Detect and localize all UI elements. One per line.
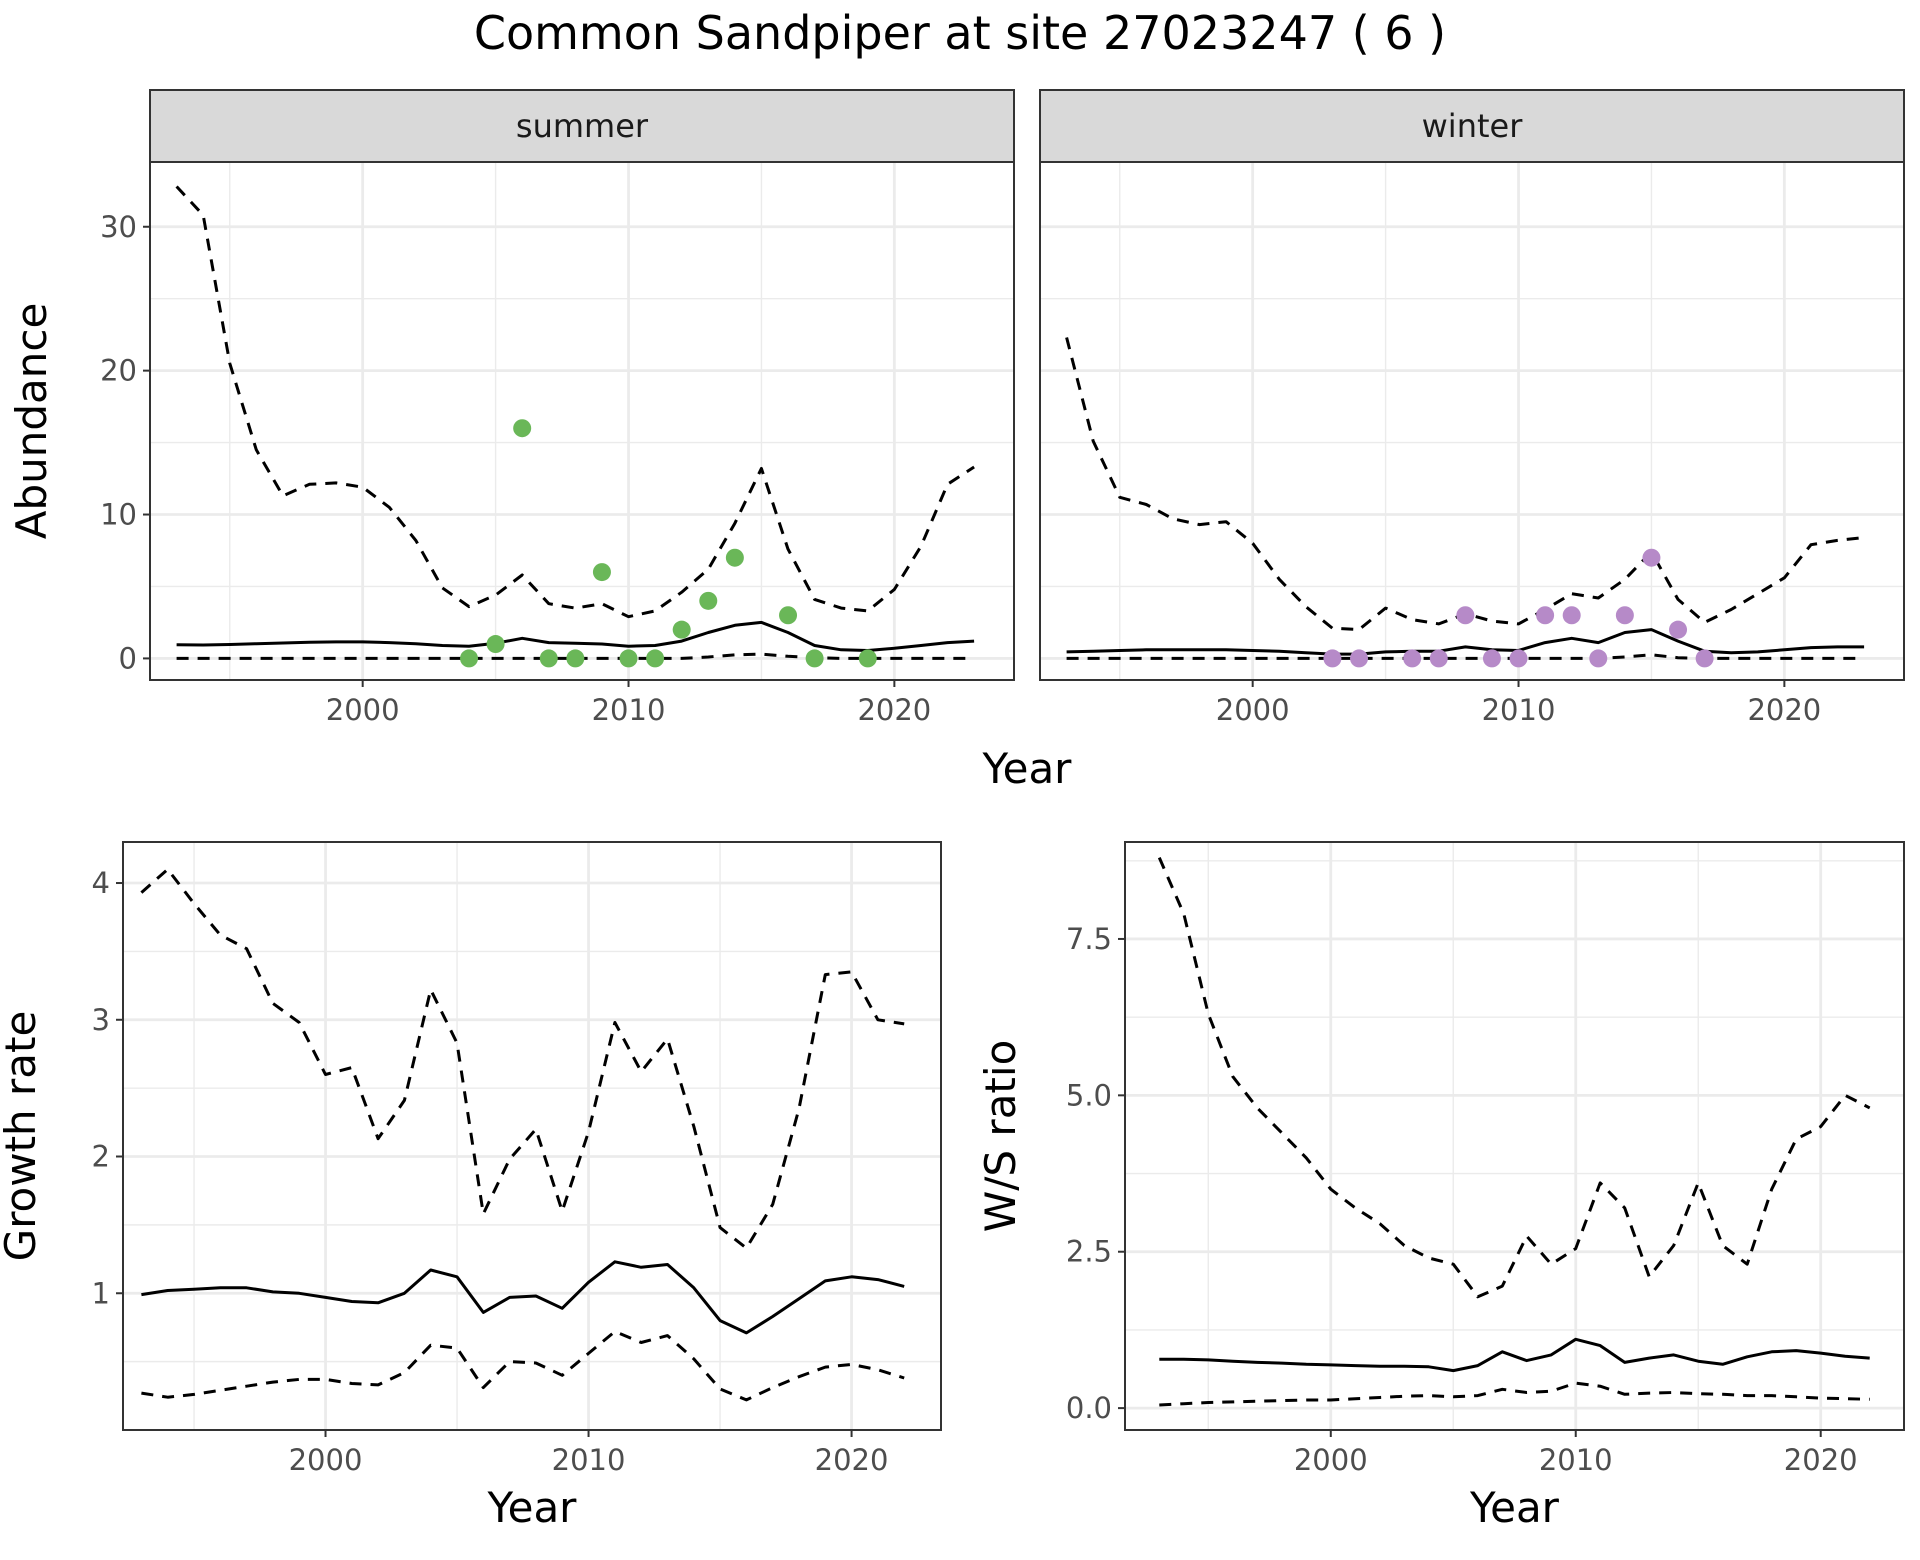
y-tick-label: 0.0	[1066, 1391, 1112, 1425]
x-axis-title-facets: Year	[982, 744, 1073, 793]
y-tick-label: 2.5	[1066, 1235, 1112, 1269]
data-point	[1350, 649, 1369, 668]
strip-winter	[1039, 89, 1905, 163]
plot-background	[123, 842, 941, 1430]
y-tick-label: 4	[92, 866, 110, 900]
y-tick-label: 5.0	[1066, 1078, 1112, 1112]
x-tick-label: 2010	[1482, 693, 1556, 727]
data-point	[725, 548, 744, 567]
x-tick-label: 2010	[1539, 1443, 1613, 1477]
series-line-mean	[1159, 1337, 1870, 1373]
x-tick-label: 2010	[552, 1443, 626, 1477]
data-point	[858, 649, 877, 668]
data-point	[513, 419, 532, 438]
data-point	[672, 620, 691, 639]
data-point	[1323, 649, 1342, 668]
strip-summer	[149, 89, 1015, 163]
series-line-lower	[1159, 1381, 1870, 1407]
series-line-upper	[140, 867, 905, 1250]
series-line-mean	[176, 620, 975, 652]
data-point	[1589, 649, 1608, 668]
data-point	[805, 649, 824, 668]
series-line-upper	[175, 185, 975, 619]
data-point	[1456, 606, 1475, 625]
plot-background	[150, 162, 1014, 680]
page-title: Common Sandpiper at site 27023247 ( 6 )	[473, 6, 1447, 60]
y-tick-label: 20	[100, 354, 137, 388]
series-line-mean	[1066, 628, 1865, 656]
plot-background	[1040, 162, 1904, 680]
series-line-upper	[1157, 857, 1871, 1299]
series-line-lower	[176, 652, 975, 660]
x-axis-title: Year	[1469, 1483, 1560, 1532]
y-axis-title: W/S ratio	[976, 1040, 1025, 1233]
data-point	[1482, 649, 1501, 668]
data-point	[1403, 649, 1422, 668]
data-point	[1642, 548, 1661, 567]
strip-label-summer: summer	[516, 107, 649, 145]
y-tick-label: 7.5	[1066, 922, 1112, 956]
x-tick-label: 2000	[289, 1443, 363, 1477]
panel-ratio: 2000 2010 2020 0.0 2.5 5.0 7.5 W/S ratio Year	[976, 841, 1905, 1532]
x-tick-label: 2020	[857, 693, 931, 727]
data-point	[1509, 649, 1528, 668]
y-tick-label: 2	[92, 1140, 110, 1174]
strip-label-winter: winter	[1422, 107, 1524, 145]
x-tick-label: 2000	[1216, 693, 1290, 727]
x-axis-title: Year	[487, 1483, 578, 1532]
y-tick-label: 30	[100, 210, 137, 244]
x-tick-label: 2020	[1747, 693, 1821, 727]
panel-border	[1039, 161, 1905, 681]
x-tick-label: 2010	[592, 693, 666, 727]
data-point	[486, 635, 505, 654]
data-point	[779, 606, 798, 625]
data-point	[1669, 620, 1688, 639]
x-tick-label: 2000	[326, 693, 400, 727]
panel-growth: 2000 2010 2020 1 2 3 4 Growth rate Year	[0, 841, 942, 1532]
data-point	[1536, 606, 1555, 625]
series-line-lower	[1066, 653, 1865, 660]
y-axis-title: Growth rate	[0, 1011, 45, 1262]
y-tick-label: 1	[92, 1276, 110, 1310]
panel-border	[149, 161, 1015, 681]
data-point	[460, 649, 479, 668]
series-line-mean	[141, 1260, 905, 1335]
data-point	[619, 649, 638, 668]
x-tick-label: 2020	[815, 1443, 889, 1477]
plot-background	[1125, 842, 1904, 1430]
data-point	[539, 649, 558, 668]
data-point	[1429, 649, 1448, 668]
y-tick-label: 0	[119, 641, 137, 675]
data-point	[566, 649, 585, 668]
data-point	[592, 563, 611, 582]
data-point	[1695, 649, 1714, 668]
panel-border	[122, 841, 942, 1431]
data-point	[1562, 606, 1581, 625]
series-line-lower	[141, 1330, 905, 1402]
y-axis-title: Abundance	[7, 303, 56, 540]
data-point	[1615, 606, 1634, 625]
y-tick-label: 10	[100, 498, 137, 532]
panel-border	[1124, 841, 1905, 1431]
data-point	[699, 591, 718, 610]
y-tick-label: 3	[92, 1003, 110, 1037]
panel-winter: winter 2000 2010 2020	[1039, 89, 1905, 727]
x-tick-label: 2020	[1784, 1443, 1858, 1477]
panel-summer: summer 2000 2010 2020 0 10 20 30 Abundance	[7, 89, 1015, 727]
x-tick-label: 2000	[1294, 1443, 1368, 1477]
data-point	[646, 649, 665, 668]
